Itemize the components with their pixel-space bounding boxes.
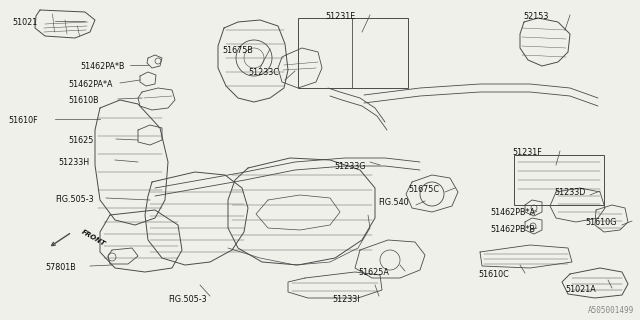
Text: 51610F: 51610F <box>8 116 38 125</box>
Text: 51675C: 51675C <box>408 185 439 194</box>
Text: 51233I: 51233I <box>332 295 360 304</box>
Bar <box>514 155 604 205</box>
Text: 51610C: 51610C <box>478 270 509 279</box>
Text: FIG.505-3: FIG.505-3 <box>168 295 207 304</box>
Text: 51233H: 51233H <box>58 158 89 167</box>
Text: 51233C: 51233C <box>248 68 279 77</box>
Text: 51610G: 51610G <box>585 218 616 227</box>
Text: 51233G: 51233G <box>334 162 365 171</box>
Text: FRONT: FRONT <box>80 229 106 247</box>
Bar <box>298 18 408 88</box>
Text: FIG.505-3: FIG.505-3 <box>55 195 93 204</box>
Text: 52153: 52153 <box>523 12 548 21</box>
Text: 51462PB*B: 51462PB*B <box>490 225 535 234</box>
Text: 51233D: 51233D <box>554 188 586 197</box>
Text: 51462PA*A: 51462PA*A <box>68 80 113 89</box>
Text: 51231E: 51231E <box>325 12 355 21</box>
Text: 51021: 51021 <box>12 18 37 27</box>
Text: 51675B: 51675B <box>222 46 253 55</box>
Text: 51021A: 51021A <box>565 285 596 294</box>
Text: A505001499: A505001499 <box>588 306 634 315</box>
Text: FIG.540: FIG.540 <box>378 198 408 207</box>
Text: 51462PB*A: 51462PB*A <box>490 208 535 217</box>
Text: 57801B: 57801B <box>45 263 76 272</box>
Text: 51462PA*B: 51462PA*B <box>80 62 125 71</box>
Text: 51610B: 51610B <box>68 96 99 105</box>
Text: 51625: 51625 <box>68 136 93 145</box>
Text: 51231F: 51231F <box>512 148 541 157</box>
Text: 51625A: 51625A <box>358 268 389 277</box>
